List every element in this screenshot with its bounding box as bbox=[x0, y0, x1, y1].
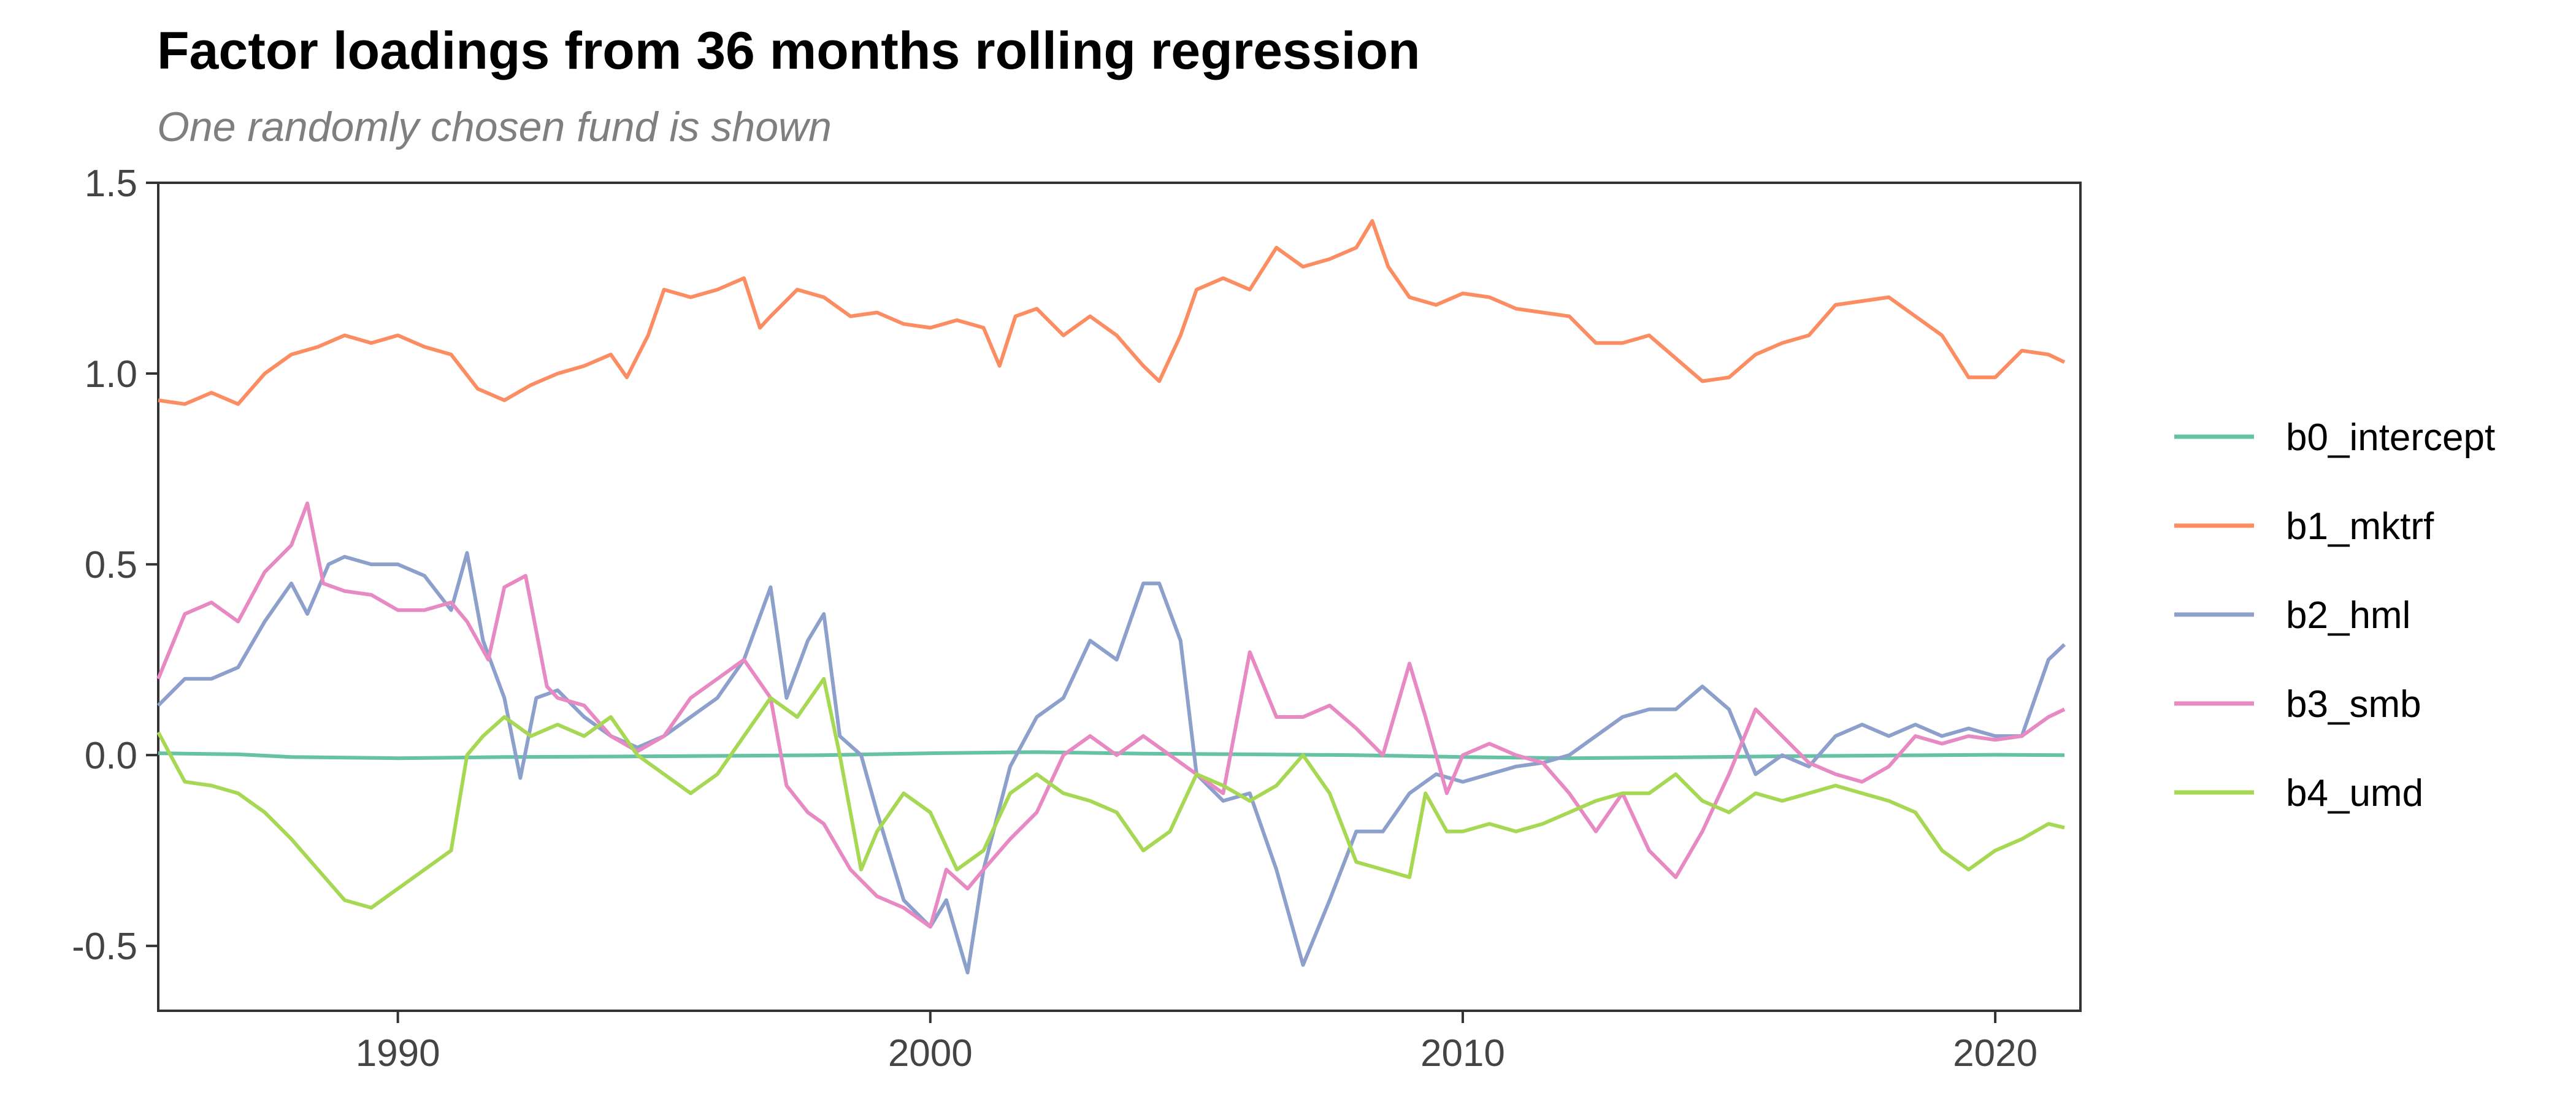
series-line-b2-hml bbox=[156, 551, 2066, 975]
chart-title: Factor loadings from 36 months rolling r… bbox=[157, 21, 1420, 80]
plot-panel-border bbox=[157, 182, 2082, 1012]
y-tick-label: 0.0 bbox=[85, 735, 137, 777]
legend-label-b2-hml: b2_hml bbox=[2286, 594, 2410, 637]
y-tick-label: 0.5 bbox=[85, 544, 137, 586]
series-line-b3-smb bbox=[156, 501, 2066, 929]
series-lines bbox=[156, 219, 2066, 975]
y-axis: -0.5 0.0 0.5 1.0 1.5 bbox=[72, 163, 158, 968]
x-tick-label: 2020 bbox=[1953, 1032, 2037, 1075]
legend: b0_intercept b1_mktrf b2_hml b3_smb b4_umd bbox=[2174, 416, 2495, 815]
series-line-b4-umd bbox=[156, 677, 2065, 910]
y-tick-label: -0.5 bbox=[72, 926, 137, 968]
x-axis: 1990 2000 2010 2020 bbox=[356, 1011, 2037, 1075]
legend-label-b0-intercept: b0_intercept bbox=[2286, 416, 2495, 459]
legend-label-b4-umd: b4_umd bbox=[2286, 772, 2423, 815]
legend-label-b1-mktrf: b1_mktrf bbox=[2286, 505, 2434, 548]
x-tick-label: 2000 bbox=[888, 1032, 973, 1075]
x-tick-label: 2010 bbox=[1420, 1032, 1505, 1075]
series-line-b1-mktrf bbox=[158, 219, 2066, 406]
y-tick-label: 1.5 bbox=[85, 163, 137, 205]
y-tick-label: 1.0 bbox=[85, 353, 137, 396]
chart-subtitle: One randomly chosen fund is shown bbox=[157, 104, 832, 150]
legend-label-b3-smb: b3_smb bbox=[2286, 683, 2421, 726]
x-tick-label: 1990 bbox=[356, 1032, 440, 1075]
